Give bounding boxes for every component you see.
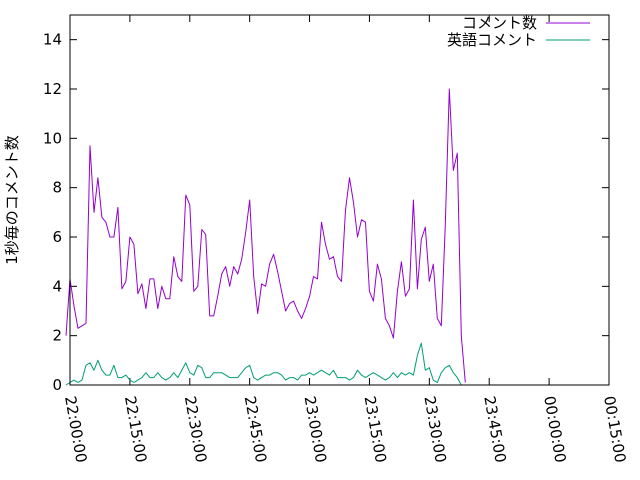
y-tick-label: 12: [43, 80, 62, 98]
axis-ticks: [69, 15, 610, 386]
x-tick-label: 22:30:00: [181, 395, 210, 464]
x-tick-label: 00:00:00: [540, 395, 569, 464]
legend-label: 英語コメント: [447, 31, 537, 49]
x-tick-label: 23:15:00: [361, 395, 390, 464]
series-lines: [65, 88, 466, 386]
series-line-1: [65, 88, 466, 383]
y-tick-label: 8: [52, 179, 62, 197]
series-line-2: [65, 342, 462, 386]
x-tick-label: 22:00:00: [61, 395, 90, 464]
x-tick-label: 23:00:00: [301, 395, 330, 464]
x-tick-label: 23:30:00: [420, 395, 449, 464]
y-tick-label: 6: [52, 228, 62, 246]
x-tick-label: 23:45:00: [480, 395, 509, 464]
y-tick-label: 4: [52, 277, 62, 295]
x-tick-labels: 22:00:00 22:15:00 22:30:00 22:45:00 23:00:00…: [61, 395, 629, 464]
x-tick-label: 00:15:00: [600, 395, 629, 464]
y-axis-label: 1秒毎のコメント数: [3, 135, 21, 265]
y-tick-label: 2: [52, 327, 62, 345]
legend-label: コメント数: [462, 14, 537, 32]
x-tick-label: 22:45:00: [241, 395, 270, 464]
y-tick-label: 10: [43, 129, 62, 147]
y-tick-labels: 0 2 4 6 8 10 12 14: [43, 31, 62, 394]
plot-frame: [69, 14, 610, 386]
x-tick-label: 22:15:00: [121, 395, 150, 464]
y-tick-label: 0: [52, 376, 62, 394]
y-tick-label: 14: [43, 31, 62, 49]
